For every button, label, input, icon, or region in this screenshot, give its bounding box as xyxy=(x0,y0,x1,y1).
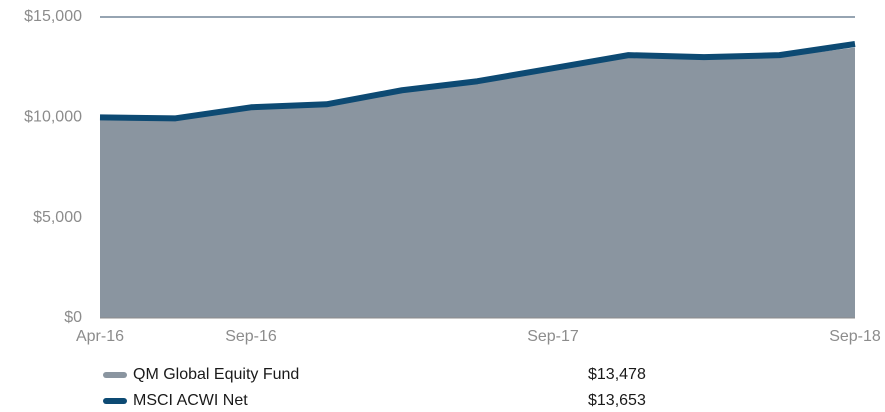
legend-label: MSCI ACWI Net xyxy=(133,392,248,409)
y-tick-label: $10,000 xyxy=(24,109,82,126)
legend: QM Global Equity Fund $13,478 MSCI ACWI Ne… xyxy=(103,366,646,409)
x-tick-label: Apr-16 xyxy=(76,328,124,345)
x-tick-label: Sep-17 xyxy=(527,328,579,345)
y-tick-label: $0 xyxy=(64,309,82,326)
legend-value: $13,653 xyxy=(588,392,646,409)
legend-label: QM Global Equity Fund xyxy=(133,366,299,383)
area xyxy=(100,47,855,318)
legend-value: $13,478 xyxy=(588,366,646,383)
y-tick-label: $15,000 xyxy=(24,8,82,25)
y-tick-label: $5,000 xyxy=(33,209,82,226)
line xyxy=(99,41,856,122)
x-tick-label: Sep-18 xyxy=(829,328,881,345)
x-tick-label: Sep-16 xyxy=(225,328,277,345)
